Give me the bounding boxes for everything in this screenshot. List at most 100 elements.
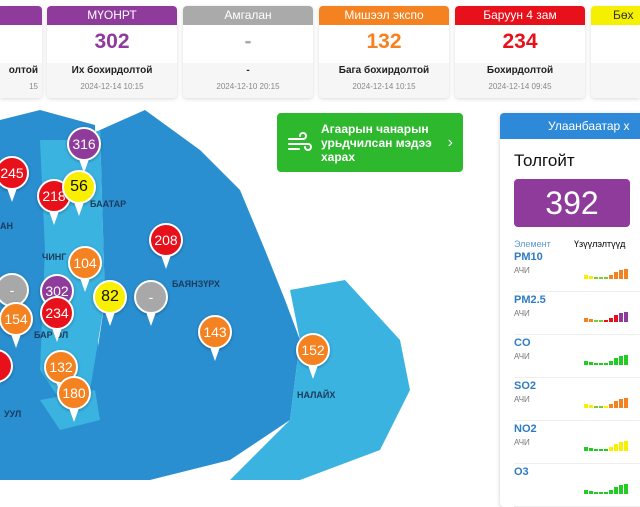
spark-bar [589,491,593,494]
element-row[interactable]: SO2 АЧИ [514,378,640,421]
district-label: БААТАР [90,199,127,209]
aqi-marker[interactable]: 180 [57,376,91,422]
district-label: НАЛАЙХ [297,390,336,400]
station-date: 15 [0,80,42,98]
district-map[interactable] [0,100,500,480]
aqi-marker[interactable]: 208 [149,223,183,269]
spark-bar [619,399,623,408]
station-detail-panel: Улаанбаатар х Толгойт 392 Элемент Үзүүлэл… [500,113,640,507]
station-date: 2024-12-10 20:15 [183,80,313,98]
spark-bar [584,361,588,365]
spark-bar [584,447,588,451]
aqi-marker[interactable]: 82 [93,280,127,326]
spark-bar [594,320,598,322]
station-name: МҮОНРТ [47,6,177,25]
station-card[interactable]: Баруун 4 зам 234 Бохирдолтой 2024-12-14 09:… [455,6,585,98]
station-card[interactable]: МҮОНРТ 302 Их бохирдолтой 2024-12-14 10:15 [47,6,177,98]
spark-bar [614,358,618,365]
forecast-text: Агаарын чанарын урьдчилсан мэдээ харах [321,121,432,164]
element-name: SO2 [514,380,537,392]
spark-bar [624,312,628,322]
station-value [0,30,42,56]
chevron-right-icon: › [447,133,453,151]
district-bayanzurkh[interactable] [90,110,300,480]
element-row[interactable]: NO2 АЧИ [514,421,640,464]
spark-bar [624,484,628,494]
spark-bar [594,449,598,451]
aqi-marker[interactable]: 234 [40,296,74,342]
district-label: БАР ОЛ [34,330,68,340]
element-name: O3 [514,466,529,478]
panel-header[interactable]: Улаанбаатар х [500,113,640,139]
station-name [0,6,42,25]
spark-bar [614,315,618,322]
station-name: Бөх [591,6,640,25]
aqi-marker[interactable]: 154 [0,302,33,348]
sparkline [584,441,628,451]
spark-bar [619,356,623,365]
element-unit: АЧИ [514,266,530,275]
spark-bar [624,355,628,365]
station-value [591,30,640,56]
element-row[interactable]: CO АЧИ [514,335,640,378]
spark-bar [589,276,593,279]
aqi-marker[interactable]: 56 [62,170,96,216]
station-card[interactable]: Амгалан - -2024-12-10 20:15 [183,6,313,98]
spark-bar [609,318,613,322]
spark-bar [609,447,613,451]
station-card[interactable]: олтой 15 [0,6,42,98]
element-row[interactable]: PM2.5 АЧИ [514,292,640,335]
spark-bar [599,277,603,279]
spark-bar [619,442,623,451]
station-date [591,80,640,98]
aqi-marker[interactable]: 152 [296,333,330,379]
element-unit: АЧИ [514,395,530,404]
spark-bar [624,441,628,451]
spark-bar [589,448,593,451]
spark-bar [624,398,628,408]
spark-bar [599,363,603,365]
spark-bar [619,270,623,279]
aqi-marker[interactable]: 104 [68,246,102,292]
element-row[interactable]: O3 [514,464,640,507]
station-status: - [183,63,313,80]
spark-bar [609,275,613,279]
spark-bar [594,492,598,494]
spark-bar [609,490,613,494]
station-status: Бага бохирдолтой [319,63,449,80]
station-status: Бохирдолтой [455,63,585,80]
spark-bar [604,277,608,279]
spark-bar [599,449,603,451]
spark-bar [604,449,608,451]
element-name: PM10 [514,251,543,263]
spark-bar [584,490,588,494]
element-row[interactable]: PM10 АЧИ [514,249,640,292]
wind-icon [288,131,312,151]
spark-bar [594,363,598,365]
spark-bar [589,405,593,408]
aqi-marker[interactable]: - [134,280,168,326]
station-value: 132 [366,30,402,53]
spark-bar [584,404,588,408]
aqi-marker[interactable]: 143 [198,315,232,361]
col-measure: Үзүүлэлтүүд [574,239,626,249]
spark-bar [624,269,628,279]
aqi-marker[interactable]: 245 [0,156,29,202]
aqi-marker[interactable]: 316 [67,127,101,173]
district-label: ЧИНГ [42,252,67,262]
station-name: Мишээл экспо [319,6,449,25]
station-status: Их бохирдолтой [47,63,177,80]
spark-bar [594,277,598,279]
district-nalaikh[interactable] [230,280,410,480]
spark-bar [604,363,608,365]
spark-bar [619,485,623,494]
sparkline [584,312,628,322]
element-unit: АЧИ [514,309,530,318]
station-card[interactable]: Мишээл экспо 132 Бага бохирдолтой 2024-12-1… [319,6,449,98]
spark-bar [599,320,603,322]
element-unit: АЧИ [514,352,530,361]
station-value: 234 [502,30,538,53]
forecast-button[interactable]: Агаарын чанарын урьдчилсан мэдээ харах › [277,113,463,172]
sparkline [584,269,628,279]
station-card[interactable]: Бөх [591,6,640,98]
